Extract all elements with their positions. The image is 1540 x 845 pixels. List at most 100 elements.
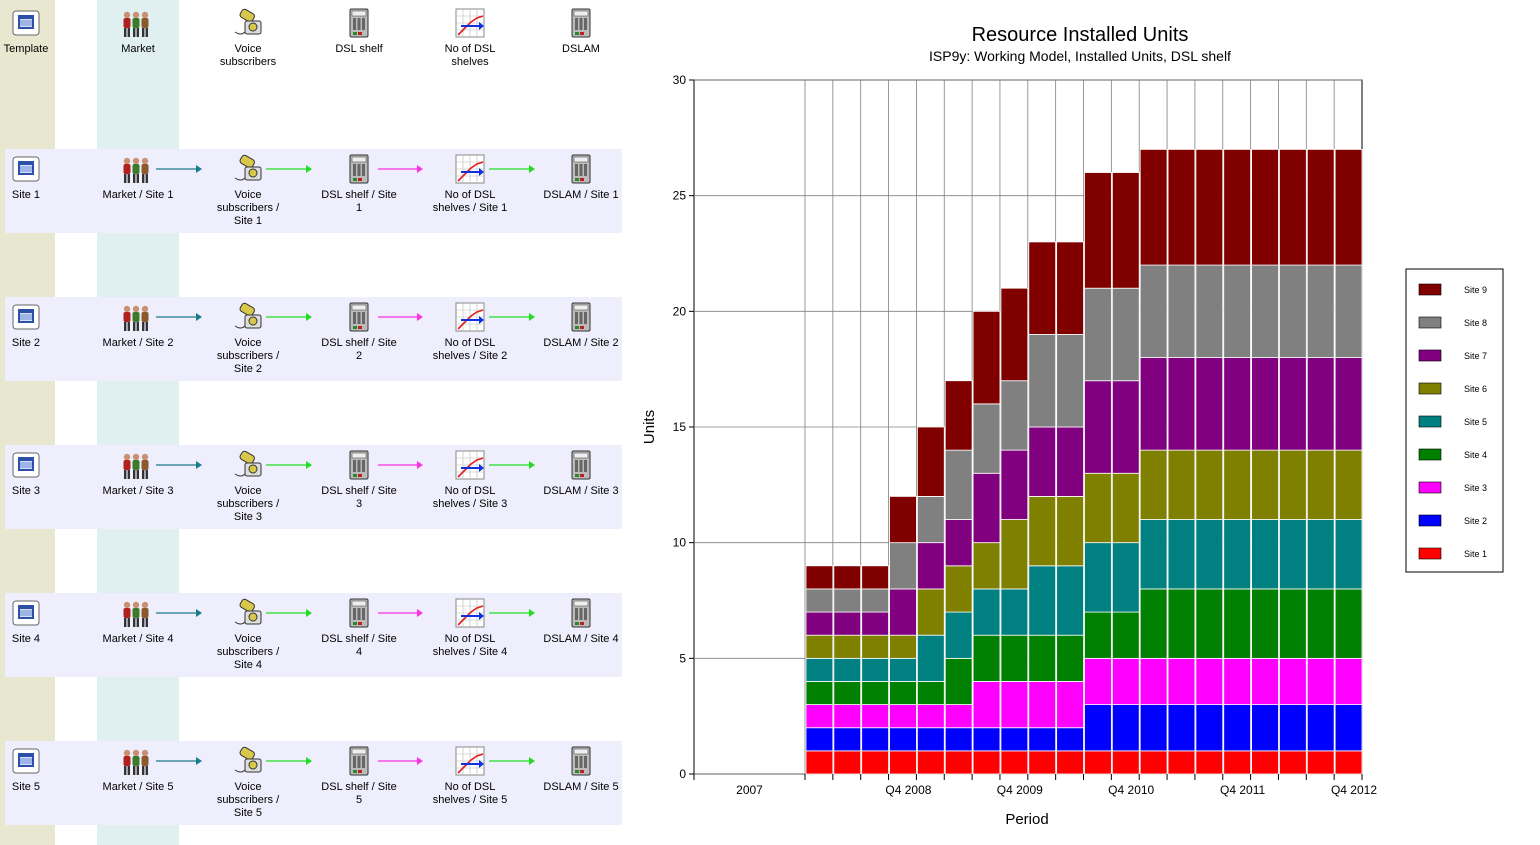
node-site[interactable]: Site 1 <box>0 152 74 202</box>
bar-segment-site-4 <box>1279 588 1307 659</box>
header-voice[interactable]: Voice subscribers <box>213 6 283 69</box>
bar-segment-site-5 <box>916 634 945 682</box>
y-tick-label: 0 <box>679 767 686 781</box>
dslam-icon <box>571 154 591 184</box>
bar-segment-site-9 <box>1306 148 1335 266</box>
bar-segment-site-8 <box>1000 380 1029 451</box>
node-dslshelf[interactable]: DSL shelf / Site 5 <box>318 744 400 807</box>
node-voice[interactable]: Voice subscribers / Site 5 <box>207 744 289 820</box>
node-dslshelf[interactable]: DSL shelf / Site 2 <box>318 300 400 363</box>
voice-subscribers-icon <box>234 8 262 35</box>
template-icon <box>12 748 40 774</box>
bar-segment-site-6 <box>1139 449 1168 520</box>
node-label: DSL shelf / Site 1 <box>321 189 397 214</box>
node-dslam[interactable]: DSLAM / Site 4 <box>533 596 629 646</box>
chart-subtitle: ISP9y: Working Model, Installed Units, D… <box>929 48 1231 64</box>
node-dslshelf[interactable]: DSL shelf / Site 3 <box>318 448 400 511</box>
node-site[interactable]: Site 3 <box>0 448 74 498</box>
bar-segment-site-4 <box>1028 634 1057 682</box>
row-band <box>5 593 622 677</box>
header-label: DSL shelf <box>335 43 383 55</box>
bar-segment-site-9 <box>805 565 834 590</box>
dslam-icon <box>571 598 591 628</box>
node-site[interactable]: Site 5 <box>0 744 74 794</box>
node-dslshelf[interactable]: DSL shelf / Site 1 <box>318 152 400 215</box>
bar-segment-site-3 <box>861 704 889 729</box>
bar-segment-site-7 <box>972 472 1001 544</box>
voice-subscribers-icon <box>234 302 262 329</box>
bar-segment-site-3 <box>1111 657 1140 705</box>
header-dslshelf[interactable]: DSL shelf <box>311 6 407 56</box>
node-voice[interactable]: Voice subscribers / Site 3 <box>207 448 289 524</box>
bar-segment-site-9 <box>1279 148 1307 266</box>
node-label: DSL shelf / Site 5 <box>321 781 397 806</box>
node-dslam[interactable]: DSLAM / Site 5 <box>533 744 629 794</box>
row-connectors <box>156 757 535 765</box>
legend-swatch <box>1418 283 1442 296</box>
node-voice[interactable]: Voice subscribers / Site 2 <box>207 300 289 376</box>
chart-canvas: Resource Installed Units ISP9y: Working M… <box>641 24 1504 828</box>
legend-swatch <box>1418 382 1442 395</box>
node-dslshelf[interactable]: DSL shelf / Site 4 <box>318 596 400 659</box>
bar-segment-site-3 <box>1028 681 1057 729</box>
node-voice[interactable]: Voice subscribers / Site 1 <box>207 152 289 228</box>
x-tick-label: Q4 2008 <box>885 783 931 797</box>
node-label: Market / Site 4 <box>102 633 174 645</box>
node-noshelves[interactable]: No of DSL shelves / Site 2 <box>429 300 511 363</box>
template-icon <box>12 452 40 478</box>
template-icon <box>12 156 40 182</box>
node-label: Voice subscribers / Site 2 <box>216 337 280 375</box>
node-noshelves[interactable]: No of DSL shelves / Site 1 <box>429 152 511 215</box>
row-connectors <box>156 165 535 173</box>
bar-segment-site-9 <box>944 380 973 451</box>
bar-segment-site-8 <box>1167 264 1196 359</box>
bar-segment-site-5 <box>944 611 973 659</box>
voice-subscribers-icon <box>234 154 262 181</box>
bar-segment-site-6 <box>1251 449 1279 520</box>
node-market[interactable]: Market / Site 4 <box>90 596 186 646</box>
bar-segment-site-1 <box>1251 750 1279 775</box>
node-dslam[interactable]: DSLAM / Site 1 <box>533 152 629 202</box>
header-label: DSLAM <box>562 43 600 55</box>
bar-segment-site-8 <box>833 588 862 613</box>
legend-swatch <box>1418 316 1442 329</box>
template-column <box>0 0 55 845</box>
bar-segment-site-5 <box>1000 588 1029 636</box>
node-dslam[interactable]: DSLAM / Site 3 <box>533 448 629 498</box>
node-market[interactable]: Market / Site 1 <box>90 152 186 202</box>
header-noshelves[interactable]: No of DSL shelves <box>435 6 505 69</box>
node-voice[interactable]: Voice subscribers / Site 4 <box>207 596 289 672</box>
bar-segment-site-1 <box>1028 750 1057 775</box>
node-market[interactable]: Market / Site 5 <box>90 744 186 794</box>
node-noshelves[interactable]: No of DSL shelves / Site 3 <box>429 448 511 511</box>
dslam-icon <box>571 302 591 332</box>
bar-segment-site-7 <box>916 542 945 590</box>
node-label: Site 4 <box>11 633 41 645</box>
bar-segment-site-7 <box>1111 380 1140 474</box>
bar-segment-site-7 <box>889 588 917 636</box>
bar-segment-site-7 <box>805 611 834 636</box>
node-market[interactable]: Market / Site 3 <box>90 448 186 498</box>
bar-segment-site-9 <box>1195 148 1224 266</box>
node-noshelves[interactable]: No of DSL shelves / Site 4 <box>429 596 511 659</box>
node-site[interactable]: Site 2 <box>0 300 74 350</box>
chart-title: Resource Installed Units <box>972 24 1189 46</box>
node-dslam[interactable]: DSLAM / Site 2 <box>533 300 629 350</box>
bar-segment-site-5 <box>1306 519 1335 590</box>
bar-segment-site-6 <box>1000 519 1029 590</box>
dsl-shelf-icon <box>349 302 369 332</box>
node-label: DSLAM / Site 4 <box>543 633 619 645</box>
market-icon <box>123 305 149 331</box>
node-site[interactable]: Site 4 <box>0 596 74 646</box>
header-market[interactable]: Market <box>90 6 186 56</box>
bar-segment-site-3 <box>833 704 862 729</box>
bar-segment-site-8 <box>1223 264 1252 359</box>
bar-segment-site-1 <box>944 750 973 775</box>
bar-segment-site-7 <box>1223 357 1252 451</box>
node-noshelves[interactable]: No of DSL shelves / Site 5 <box>429 744 511 807</box>
model-flow-diagram: Template Market Voice subscribers DSL shelf… <box>0 0 625 845</box>
header-dslam[interactable]: DSLAM <box>533 6 629 56</box>
node-market[interactable]: Market / Site 2 <box>90 300 186 350</box>
header-template[interactable]: Template <box>0 6 74 56</box>
legend-swatch <box>1418 448 1442 461</box>
